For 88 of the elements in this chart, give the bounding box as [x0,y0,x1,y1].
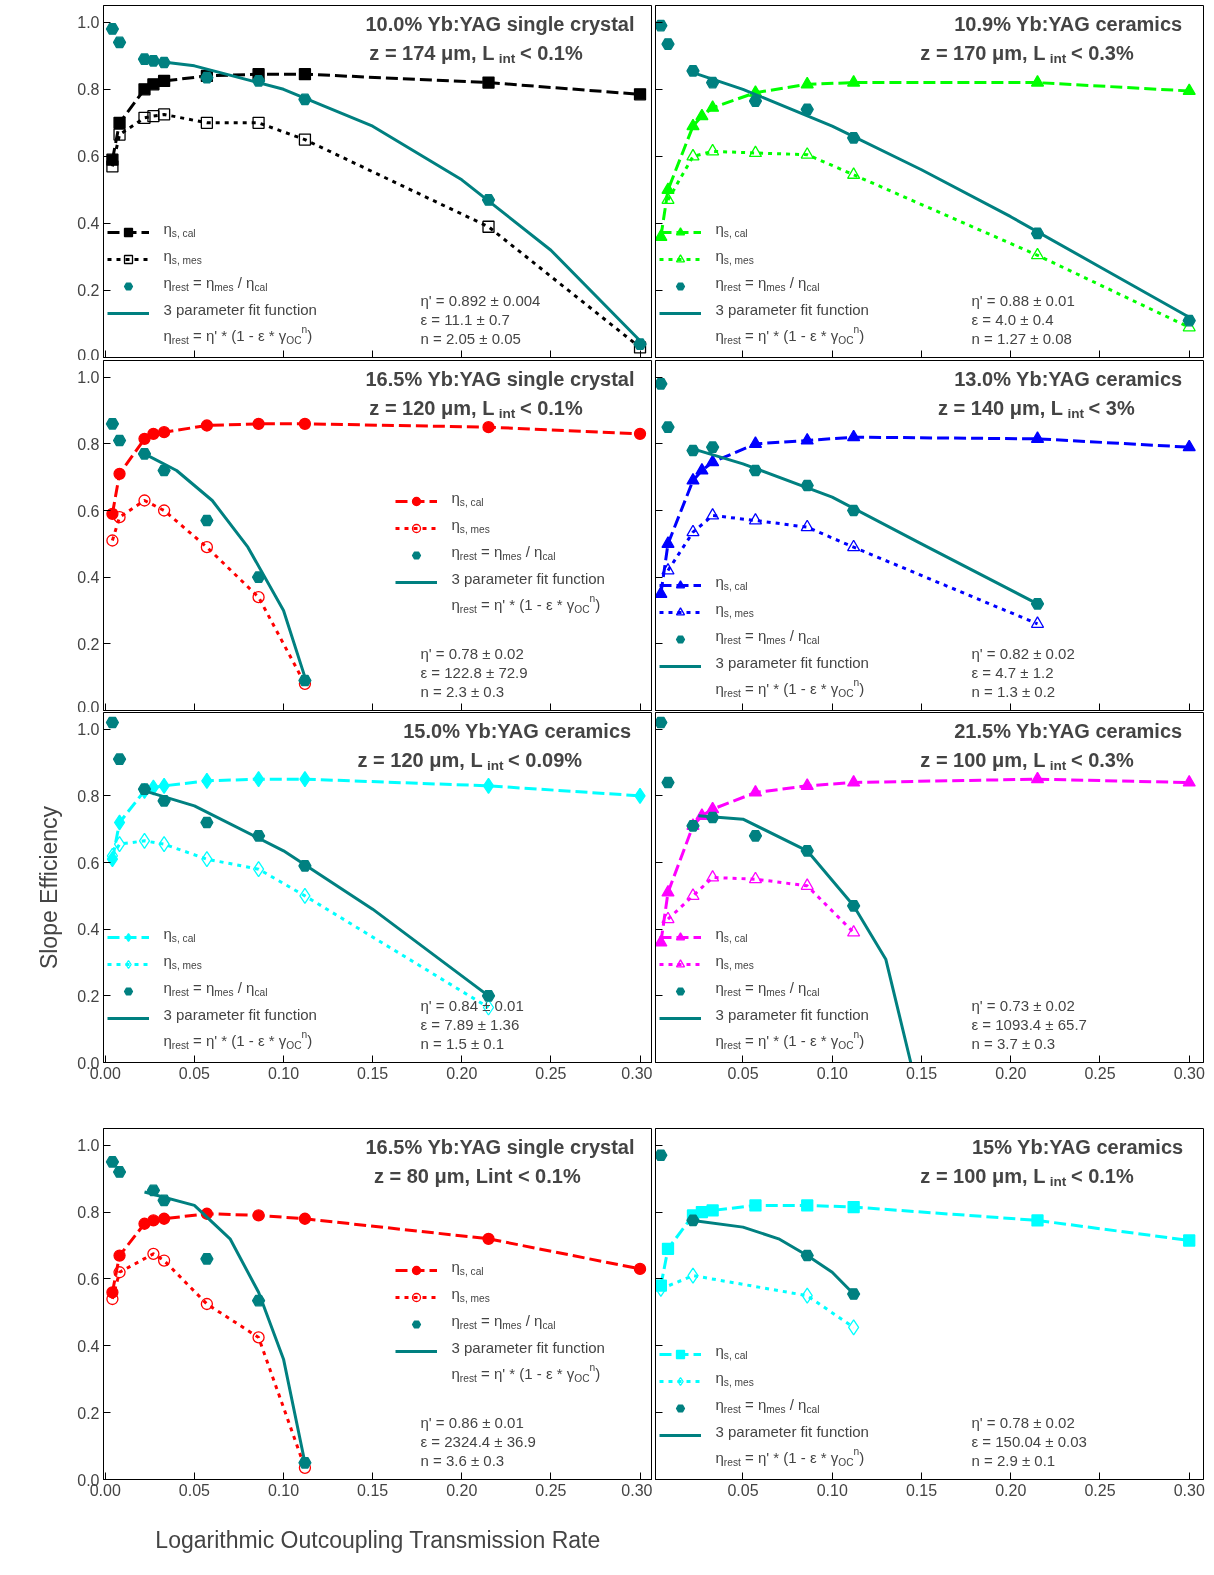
y-tick-label: 0.8 [77,787,100,805]
annotation: η' = 0.78 ± 0.02 [971,1414,1075,1431]
annotation: n = 2.05 ± 0.05 [420,330,521,347]
annotation: n = 2.3 ± 0.3 [420,683,505,700]
annotation: η' = 0.86 ± 0.01 [420,1414,524,1431]
legend-label: 3 parameter fit function [715,1006,869,1023]
x-tick-label: 0.05 [178,1481,211,1499]
x-tick-label: 0.15 [357,1064,389,1082]
annotation: ε = 4.7 ± 1.2 [971,664,1054,681]
annotation: ε = 11.1 ± 0.7 [420,311,510,328]
legend-label: 3 parameter fit function [715,654,869,671]
annotation: η' = 0.78 ± 0.02 [420,645,524,662]
annotation: ε = 4.0 ± 0.4 [971,311,1054,328]
x-tick-label: 0.25 [535,1481,567,1499]
x-tick-label: 0.20 [446,1064,478,1082]
x-tick-label: 0.20 [995,1481,1027,1499]
y-tick-label: 0.4 [77,215,100,233]
y-tick-label: 0.4 [77,569,100,587]
annotation: η' = 0.73 ± 0.02 [971,997,1075,1014]
annotation: ε = 2324.4 ± 36.9 [420,1433,536,1450]
annotation: η' = 0.892 ± 0.004 [420,292,541,309]
annotation: η' = 0.88 ± 0.01 [971,292,1075,309]
chart-title: 10.9% Yb:YAG ceramics [954,12,1183,35]
annotation: n = 2.9 ± 0.1 [971,1452,1056,1469]
x-tick-label: 0.10 [267,1481,300,1499]
annotation: η' = 0.82 ± 0.02 [971,645,1075,662]
chart-title: 15.0% Yb:YAG ceramics [403,719,632,742]
x-tick-label: 0.25 [1084,1481,1116,1499]
x-tick-label: 0.20 [995,1064,1027,1082]
annotation: ε = 1093.4 ± 65.7 [971,1016,1087,1033]
annotation: n = 3.6 ± 0.3 [420,1452,505,1469]
y-axis-title: Slope Efficiency [36,805,63,970]
legend-label: 3 parameter fit function [163,301,317,318]
annotation: n = 1.5 ± 0.1 [420,1035,505,1052]
y-tick-label: 0.6 [77,854,100,872]
legend-label: 3 parameter fit function [451,1339,605,1356]
annotation: ε = 122.8 ± 72.9 [420,664,528,681]
y-tick-label: 1.0 [77,1137,100,1155]
x-tick-label: 0.05 [727,1481,759,1499]
y-tick-label: 0.2 [77,635,100,653]
y-tick-label: 0.8 [77,1204,100,1222]
y-tick-label: 0.8 [77,81,100,99]
y-tick-label: 1.0 [77,14,100,32]
x-tick-label: 0.05 [727,1064,759,1082]
x-tick-label: 0.30 [621,1064,653,1082]
legend-label: 3 parameter fit function [451,570,605,587]
annotation: ε = 150.04 ± 0.03 [971,1433,1087,1450]
y-tick-label: 0.6 [77,1270,100,1288]
x-tick-label: 0.15 [905,1064,938,1082]
chart-title: 21.5% Yb:YAG ceramics [954,719,1183,742]
y-tick-label: 0.2 [77,987,100,1005]
y-tick-label: 0.0 [77,698,100,716]
x-tick-label: 0.25 [1084,1064,1116,1082]
x-tick-label: 0.25 [535,1064,567,1082]
chart-title: 16.5% Yb:YAG single crystal [365,367,635,390]
y-tick-label: 0.0 [77,346,100,364]
legend-label: 3 parameter fit function [715,1423,869,1440]
y-tick-label: 1.0 [77,721,100,739]
chart-title: 16.5% Yb:YAG single crystal [365,1135,635,1158]
y-tick-label: 0.8 [77,435,100,453]
x-axis-title: Logarithmic Outcoupling Transmission Rate [155,1526,601,1553]
x-tick-label: 0.10 [816,1481,848,1499]
x-tick-label: 0.10 [816,1064,848,1082]
y-tick-label: 0.6 [77,502,100,520]
chart-title: 10.0% Yb:YAG single crystal [365,12,635,35]
x-tick-label: 0.15 [357,1481,389,1499]
y-tick-label: 0.2 [77,1404,100,1422]
x-tick-label: 0.05 [178,1064,211,1082]
text: z = 80 μm, Lint < 0.1% [373,1164,581,1187]
annotation: n = 1.3 ± 0.2 [971,683,1056,700]
y-tick-label: 0.6 [77,148,100,166]
legend-label: 3 parameter fit function [715,301,869,318]
x-tick-label: 0.30 [1173,1481,1205,1499]
annotation: n = 1.27 ± 0.08 [971,330,1072,347]
x-tick-label: 0.30 [1173,1064,1205,1082]
x-tick-label: 0.30 [621,1481,653,1499]
x-tick-label: 0.15 [905,1481,938,1499]
annotation: n = 3.7 ± 0.3 [971,1035,1056,1052]
chart-title: 15% Yb:YAG ceramics [971,1135,1184,1158]
x-tick-label: 0.20 [446,1481,478,1499]
y-tick-label: 0.4 [77,1337,100,1355]
x-tick-label: 0.10 [267,1064,300,1082]
chart-title: 13.0% Yb:YAG ceramics [954,367,1183,390]
y-tick-label: 1.0 [77,369,100,387]
legend-label: 3 parameter fit function [163,1006,317,1023]
y-tick-label: 0.2 [77,282,100,300]
annotation: ε = 7.89 ± 1.36 [420,1016,520,1033]
y-tick-label: 0.4 [77,921,100,939]
